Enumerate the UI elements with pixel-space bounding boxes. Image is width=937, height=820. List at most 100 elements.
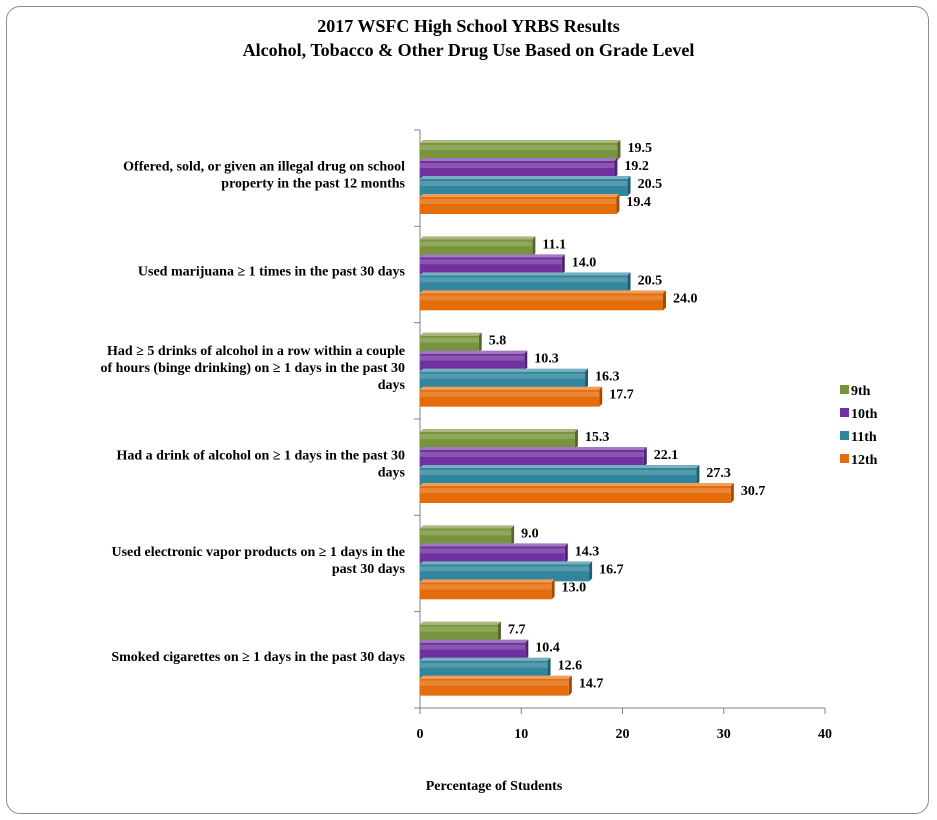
bar-highlight bbox=[420, 373, 586, 379]
data-label: 30.7 bbox=[741, 484, 766, 499]
bar-11th-0 bbox=[420, 179, 628, 196]
bar-end-face bbox=[568, 675, 572, 696]
bar-end-face bbox=[564, 543, 568, 564]
legend-swatch-9th bbox=[840, 385, 849, 394]
chart-title-block: 2017 WSFC High School YRBS Results Alcoh… bbox=[0, 14, 937, 62]
bar-highlight bbox=[420, 584, 552, 590]
data-label: 19.2 bbox=[624, 159, 649, 174]
bar-highlight bbox=[420, 530, 512, 536]
chart-title: 2017 WSFC High School YRBS Results bbox=[317, 16, 620, 36]
bar-top-face bbox=[420, 176, 631, 179]
data-label: 19.4 bbox=[626, 195, 651, 210]
bar-10th-5 bbox=[420, 642, 526, 660]
bar-highlight bbox=[420, 163, 615, 168]
bar-10th-4 bbox=[420, 546, 565, 564]
bar-top-face bbox=[420, 194, 620, 197]
bar-top-face bbox=[420, 543, 568, 547]
bar-highlight bbox=[420, 470, 697, 475]
category-label: Used marijuana ≥ 1 times in the past 30 … bbox=[138, 265, 406, 280]
bar-9th-5 bbox=[420, 624, 498, 642]
category-label: days bbox=[378, 466, 406, 481]
bar-end-face bbox=[599, 386, 603, 407]
x-tick-label: 40 bbox=[818, 727, 832, 742]
data-label: 10.3 bbox=[534, 352, 559, 367]
bar-top-face bbox=[420, 158, 618, 161]
bar-12th-0 bbox=[420, 197, 617, 214]
bar-end-face bbox=[524, 350, 528, 371]
bar-top-face bbox=[420, 254, 565, 258]
x-tick-label: 20 bbox=[616, 727, 630, 742]
data-label: 17.7 bbox=[609, 388, 634, 403]
bar-end-face bbox=[551, 579, 555, 600]
bar-top-face bbox=[420, 447, 647, 450]
category-label: past 30 days bbox=[332, 562, 406, 577]
bar-end-face bbox=[574, 429, 578, 449]
bar-end-face bbox=[589, 561, 593, 582]
bar-top-face bbox=[420, 272, 631, 276]
chart-subtitle: Alcohol, Tobacco & Other Drug Use Based … bbox=[242, 40, 695, 60]
bar-end-face bbox=[617, 140, 621, 160]
bar-end-face bbox=[663, 290, 666, 311]
bar-highlight bbox=[420, 259, 562, 265]
x-tick-label: 10 bbox=[514, 727, 528, 742]
bar-end-face bbox=[532, 236, 536, 257]
legend-label: 12th bbox=[851, 453, 878, 468]
bar-11th-4 bbox=[420, 564, 590, 582]
bar-top-face bbox=[420, 290, 666, 294]
data-label: 14.3 bbox=[575, 544, 600, 559]
bar-highlight bbox=[420, 662, 548, 668]
bar-top-face bbox=[420, 525, 515, 529]
bar-end-face bbox=[497, 621, 501, 642]
bar-highlight bbox=[420, 277, 628, 283]
category-label: Had a drink of alcohol on ≥ 1 days in th… bbox=[116, 449, 405, 464]
data-label: 10.4 bbox=[535, 641, 560, 656]
category-label: Used electronic vapor products on ≥ 1 da… bbox=[111, 545, 405, 560]
bar-highlight bbox=[420, 199, 617, 204]
bar-highlight bbox=[420, 626, 498, 632]
data-label: 20.5 bbox=[638, 177, 663, 192]
bar-top-face bbox=[420, 140, 621, 143]
bar-10th-1 bbox=[420, 257, 562, 275]
data-label: 27.3 bbox=[706, 466, 731, 481]
bar-highlight bbox=[420, 566, 590, 572]
category-label: Offered, sold, or given an illegal drug … bbox=[123, 160, 405, 175]
legend-label: 9th bbox=[851, 384, 871, 399]
bar-9th-4 bbox=[420, 528, 512, 546]
bar-end-face bbox=[478, 332, 482, 353]
bar-11th-3 bbox=[420, 468, 697, 485]
data-label: 20.5 bbox=[638, 273, 663, 288]
data-label: 14.0 bbox=[572, 255, 597, 270]
data-label: 19.5 bbox=[627, 141, 652, 156]
bar-highlight bbox=[420, 452, 644, 457]
data-label: 5.8 bbox=[489, 334, 507, 349]
bar-end-face bbox=[730, 483, 734, 503]
bar-end-face bbox=[585, 368, 589, 389]
bar-top-face bbox=[420, 332, 482, 336]
bar-11th-2 bbox=[420, 371, 586, 389]
bar-highlight bbox=[420, 391, 600, 397]
bar-highlight bbox=[420, 355, 525, 361]
x-axis-title: Percentage of Students bbox=[426, 779, 563, 794]
bar-end-face bbox=[561, 254, 565, 275]
bar-top-face bbox=[420, 368, 589, 372]
bar-highlight bbox=[420, 434, 575, 439]
bar-9th-0 bbox=[420, 143, 618, 160]
bar-top-face bbox=[420, 579, 555, 583]
bar-end-face bbox=[525, 639, 529, 660]
bar-end-face bbox=[614, 158, 618, 178]
data-label: 15.3 bbox=[585, 430, 610, 445]
bar-11th-5 bbox=[420, 660, 548, 678]
bar-highlight bbox=[420, 181, 628, 186]
bar-end-face bbox=[627, 176, 631, 196]
bar-end-face bbox=[511, 525, 515, 546]
category-label: days bbox=[378, 378, 406, 393]
bar-12th-5 bbox=[420, 678, 569, 696]
data-label: 16.7 bbox=[599, 562, 624, 577]
data-label: 13.0 bbox=[562, 580, 587, 595]
data-label: 12.6 bbox=[558, 659, 583, 674]
bar-end-face bbox=[616, 194, 620, 214]
data-label: 22.1 bbox=[654, 448, 679, 463]
category-label: Had ≥ 5 drinks of alcohol in a row withi… bbox=[107, 344, 405, 359]
bar-10th-3 bbox=[420, 450, 644, 467]
bar-end-face bbox=[643, 447, 647, 467]
